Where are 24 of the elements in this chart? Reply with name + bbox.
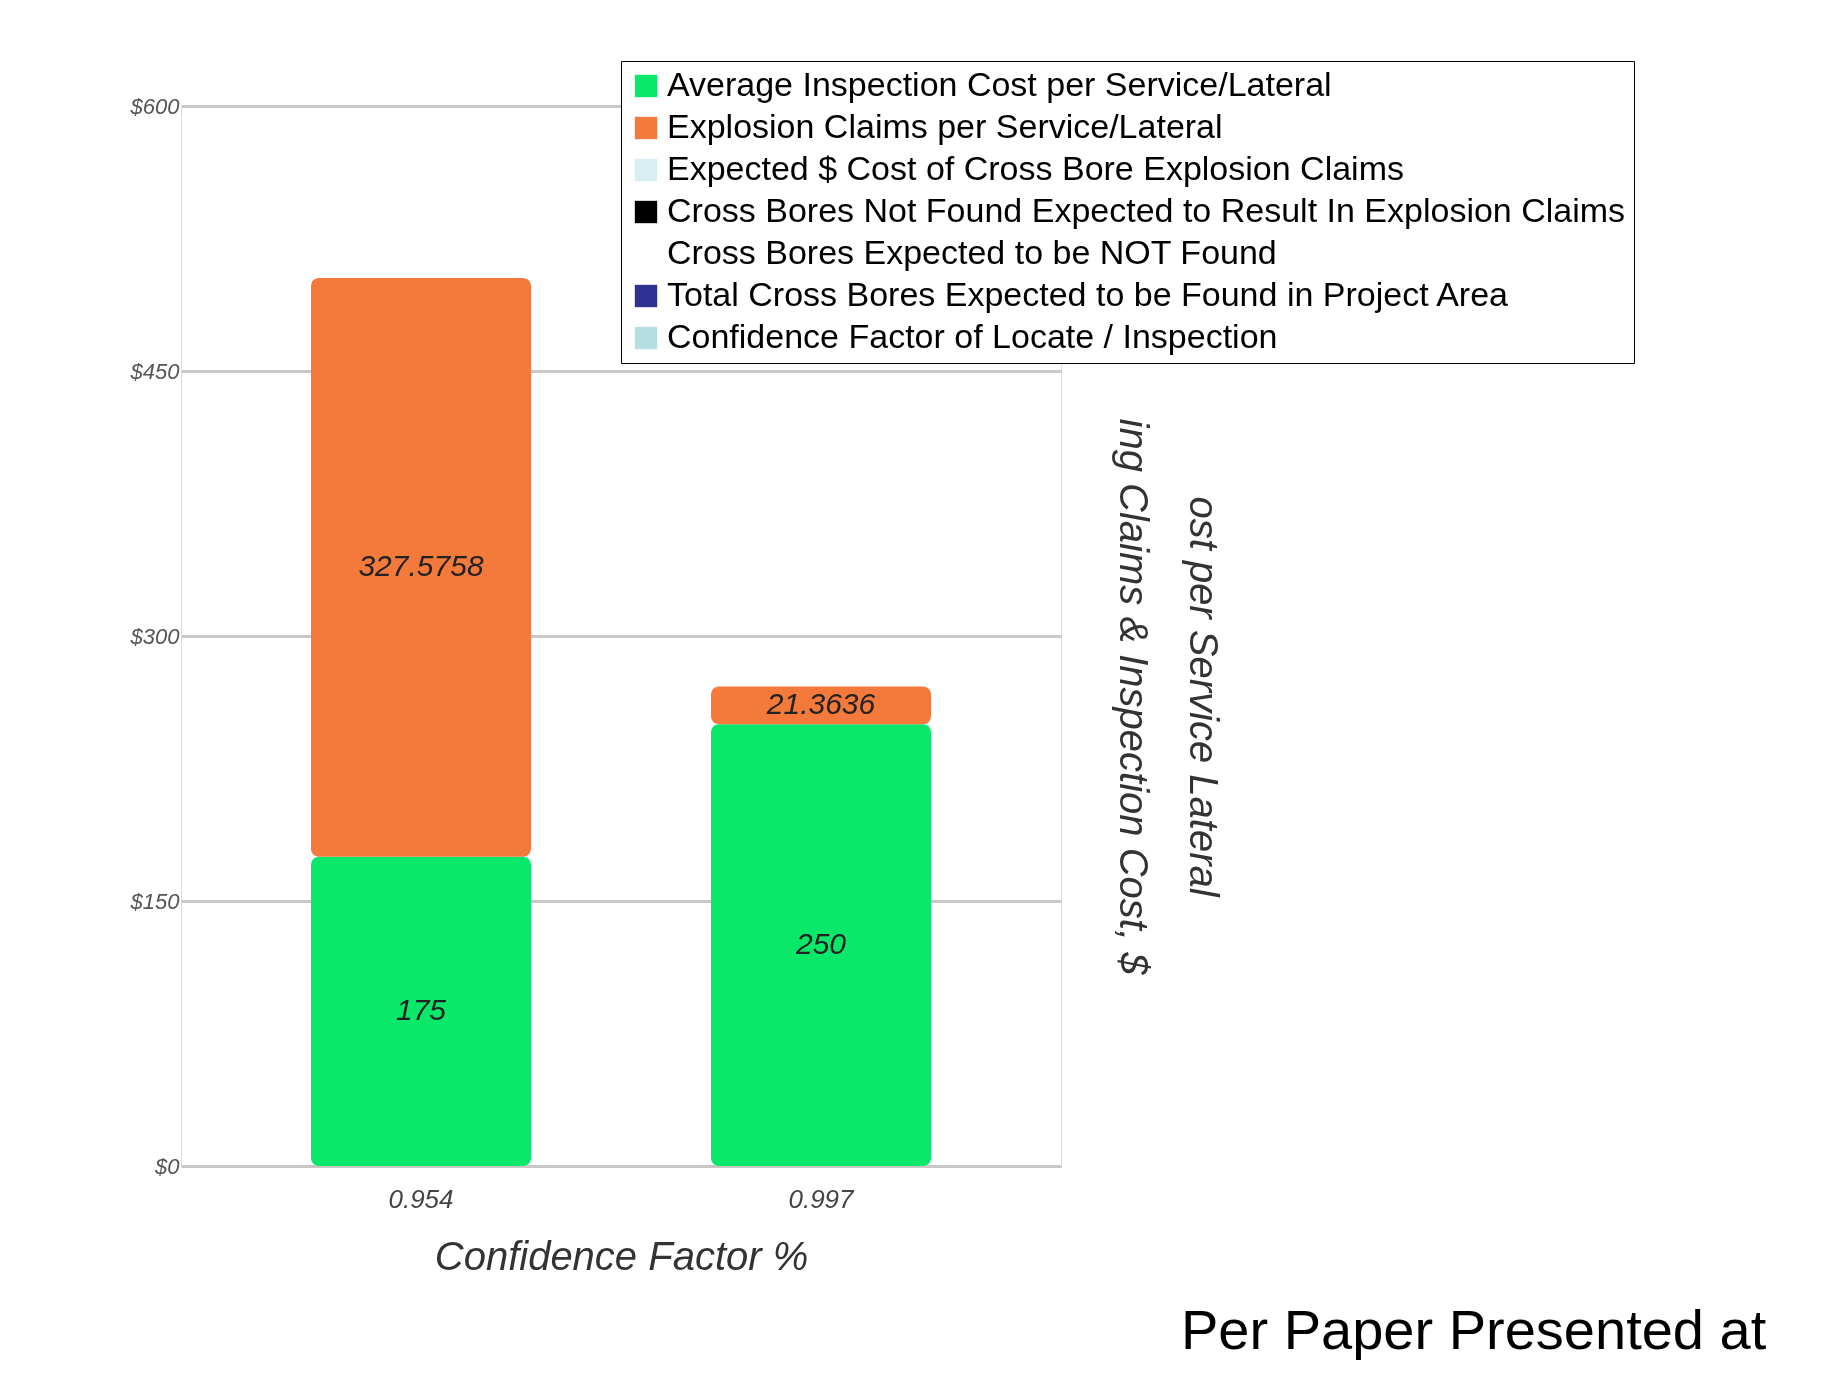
x-tick-label: 0.997 bbox=[788, 1183, 856, 1214]
data-label: 250 bbox=[794, 927, 847, 961]
text: ost per Service Lateral bbox=[1181, 496, 1226, 897]
legend-label: Expected $ Cost of Cross Bore Explosion Claims bbox=[667, 149, 1404, 187]
legend-label: Average Inspection Cost per Service/Lateral bbox=[667, 65, 1332, 103]
data-label: 21.3636 bbox=[765, 687, 876, 721]
y-tick-label: $600 bbox=[129, 93, 181, 119]
text: Cross Bores Expected to be NOT Found bbox=[667, 233, 1277, 271]
data-label: 327.5758 bbox=[358, 549, 484, 583]
data-label: 175 bbox=[395, 993, 447, 1027]
text: ing Claims & Inspection Cost, $ bbox=[1111, 418, 1156, 975]
y-tick-label: $450 bbox=[129, 358, 181, 384]
bar bbox=[311, 278, 531, 857]
x-axis-title: Confidence Factor % bbox=[434, 1233, 809, 1278]
y-tick-label: $0 bbox=[154, 1153, 181, 1179]
legend-label: Cross Bores Not Found Expected to Result In Explosion Claims bbox=[667, 191, 1626, 229]
y-tick-label: $150 bbox=[129, 888, 181, 914]
legend-label: Confidence Factor of Locate / Inspection bbox=[667, 317, 1278, 355]
y-tick-label: $300 bbox=[129, 623, 181, 649]
bar bbox=[711, 724, 931, 1166]
legend-label: Total Cross Bores Expected to be Found in Project Area bbox=[667, 275, 1509, 313]
legend-label: Explosion Claims per Service/Lateral bbox=[667, 107, 1223, 145]
bar bbox=[311, 856, 531, 1166]
x-tick-label: 0.954 bbox=[388, 1183, 454, 1214]
